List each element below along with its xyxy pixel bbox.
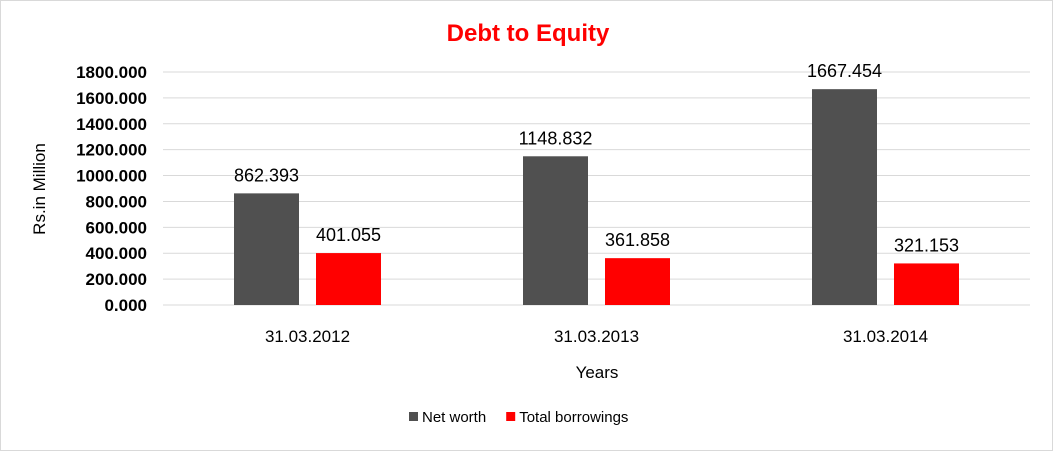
data-labels: 862.393 401.055 1148.832 361.858 1667.454 321… [234,61,959,255]
legend-label: Net worth [422,409,486,426]
x-tick-label: 31.03.2014 [843,327,928,346]
gridlines [163,71,1030,306]
y-tick-label: 0.000 [104,296,147,315]
chart-title: Debt to Equity [447,20,610,47]
legend: Net worth Total borrowings [409,409,628,426]
bar [523,156,588,305]
y-tick-label: 1200.000 [76,141,147,160]
x-axis-label: Years [576,363,619,382]
bar [812,89,877,305]
bars [234,89,959,305]
y-tick-label: 200.000 [86,270,147,289]
bar [894,263,959,305]
legend-swatch [409,412,418,421]
y-axis-ticks: 0.000 200.000 400.000 600.000 800.000 1000.00… [76,63,147,315]
data-label: 862.393 [234,165,299,185]
bar [316,253,381,305]
y-tick-label: 600.000 [86,218,147,237]
x-tick-label: 31.03.2013 [554,327,639,346]
x-tick-label: 31.03.2012 [265,327,350,346]
bar [234,193,299,305]
y-tick-label: 1400.000 [76,115,147,134]
legend-swatch [506,412,516,421]
legend-label: Total borrowings [519,409,628,426]
y-axis-label: Rs.in Million [30,143,49,235]
y-tick-label: 1000.000 [76,167,147,186]
data-label: 401.055 [316,225,381,245]
data-label: 1148.832 [519,128,593,148]
y-tick-label: 400.000 [86,244,147,263]
data-label: 321.153 [894,235,959,255]
y-tick-label: 1800.000 [76,63,147,82]
x-axis-categories: 31.03.2012 31.03.2013 31.03.2014 [265,327,928,346]
y-tick-label: 1600.000 [76,89,147,108]
data-label: 361.858 [605,230,670,250]
bar [605,258,670,305]
data-label: 1667.454 [807,61,882,81]
y-tick-label: 800.000 [86,192,147,211]
